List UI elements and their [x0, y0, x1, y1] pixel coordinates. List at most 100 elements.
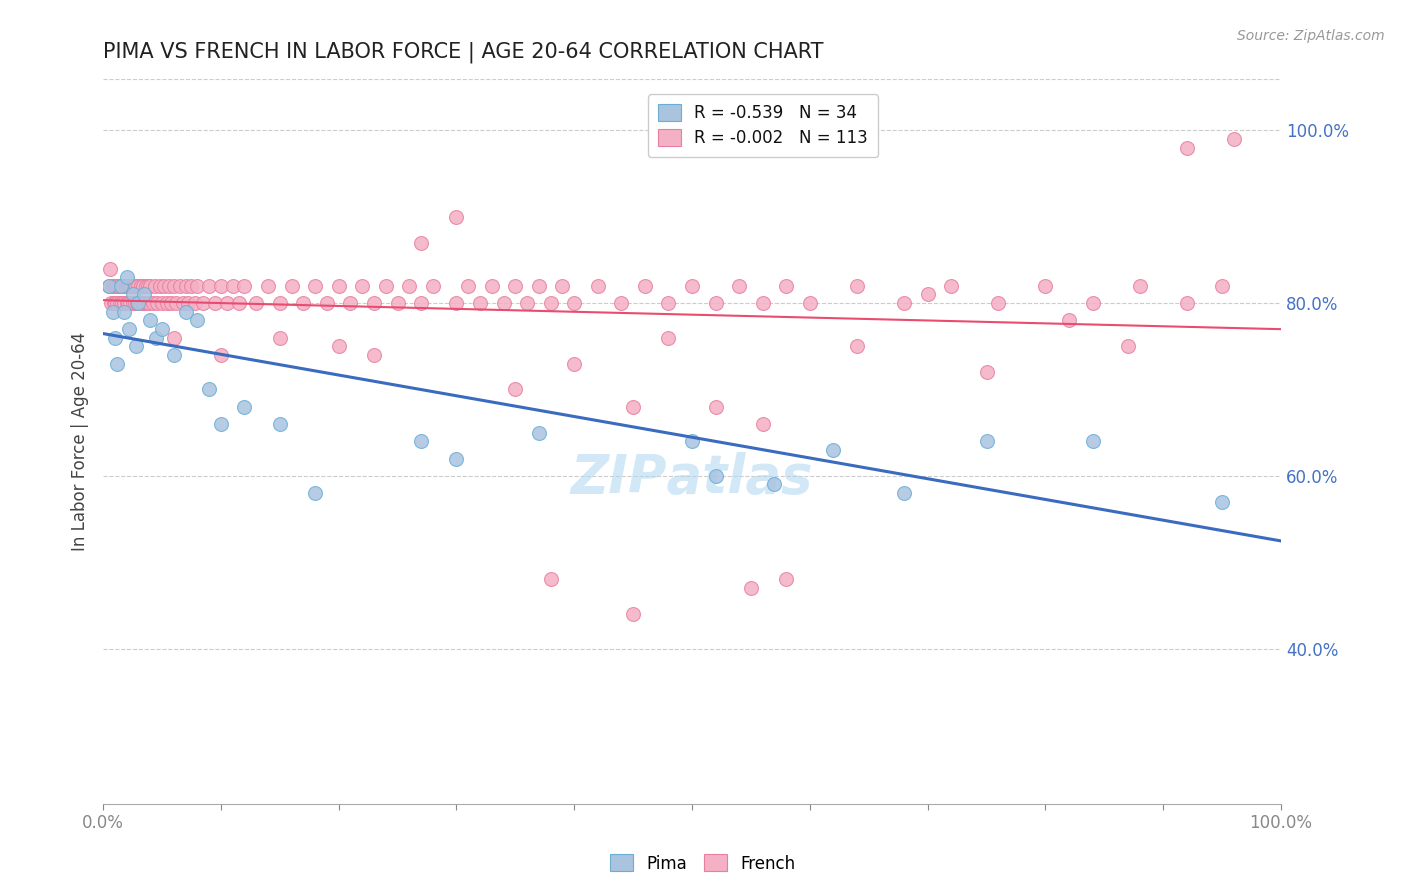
- Point: [492, 296, 515, 310]
- Point: [893, 296, 915, 310]
- Point: [1081, 296, 1104, 310]
- Point: [269, 417, 291, 431]
- Point: [1081, 434, 1104, 449]
- Point: [292, 296, 315, 310]
- Point: [150, 296, 173, 310]
- Point: [799, 296, 821, 310]
- Point: [1223, 132, 1246, 146]
- Text: PIMA VS FRENCH IN LABOR FORCE | AGE 20-64 CORRELATION CHART: PIMA VS FRENCH IN LABOR FORCE | AGE 20-6…: [103, 42, 824, 63]
- Point: [145, 331, 167, 345]
- Point: [198, 278, 221, 293]
- Y-axis label: In Labor Force | Age 20-64: In Labor Force | Age 20-64: [72, 332, 89, 551]
- Point: [233, 278, 256, 293]
- Point: [160, 296, 183, 310]
- Point: [215, 296, 238, 310]
- Point: [304, 278, 326, 293]
- Point: [103, 296, 125, 310]
- Point: [976, 434, 998, 449]
- Point: [186, 278, 208, 293]
- Point: [209, 417, 232, 431]
- Point: [108, 296, 131, 310]
- Point: [422, 278, 444, 293]
- Point: [128, 296, 150, 310]
- Point: [1057, 313, 1080, 327]
- Point: [269, 331, 291, 345]
- Point: [704, 468, 727, 483]
- Point: [169, 278, 191, 293]
- Point: [233, 400, 256, 414]
- Point: [845, 339, 868, 353]
- Point: [104, 278, 127, 293]
- Point: [209, 348, 232, 362]
- Point: [621, 400, 644, 414]
- Point: [304, 486, 326, 500]
- Point: [120, 278, 142, 293]
- Point: [374, 278, 396, 293]
- Text: ZIP​atlas: ZIP​atlas: [571, 451, 813, 504]
- Legend: Pima, French: Pima, French: [603, 847, 803, 880]
- Point: [634, 278, 657, 293]
- Point: [728, 278, 751, 293]
- Point: [1211, 494, 1233, 508]
- Point: [112, 278, 135, 293]
- Point: [165, 296, 187, 310]
- Point: [132, 278, 155, 293]
- Point: [131, 296, 153, 310]
- Point: [125, 339, 148, 353]
- Point: [363, 348, 385, 362]
- Point: [118, 278, 141, 293]
- Point: [352, 278, 374, 293]
- Point: [339, 296, 361, 310]
- Point: [941, 278, 963, 293]
- Point: [527, 425, 550, 440]
- Point: [98, 278, 121, 293]
- Point: [163, 331, 186, 345]
- Point: [120, 296, 142, 310]
- Point: [269, 296, 291, 310]
- Point: [150, 322, 173, 336]
- Point: [398, 278, 420, 293]
- Point: [125, 278, 148, 293]
- Point: [105, 357, 128, 371]
- Point: [1211, 278, 1233, 293]
- Point: [610, 296, 633, 310]
- Point: [775, 278, 797, 293]
- Point: [121, 296, 143, 310]
- Point: [174, 305, 197, 319]
- Point: [157, 278, 180, 293]
- Point: [127, 296, 149, 310]
- Point: [751, 296, 773, 310]
- Point: [657, 331, 679, 345]
- Point: [153, 278, 176, 293]
- Point: [186, 313, 208, 327]
- Point: [387, 296, 409, 310]
- Point: [411, 296, 433, 310]
- Point: [221, 278, 243, 293]
- Point: [142, 296, 165, 310]
- Point: [115, 278, 138, 293]
- Point: [177, 296, 200, 310]
- Point: [681, 434, 703, 449]
- Point: [146, 296, 169, 310]
- Point: [763, 477, 786, 491]
- Point: [446, 210, 468, 224]
- Point: [122, 278, 145, 293]
- Point: [112, 296, 135, 310]
- Point: [316, 296, 339, 310]
- Text: Source: ZipAtlas.com: Source: ZipAtlas.com: [1237, 29, 1385, 43]
- Point: [149, 278, 172, 293]
- Point: [105, 278, 128, 293]
- Point: [101, 305, 124, 319]
- Point: [657, 296, 679, 310]
- Point: [328, 339, 350, 353]
- Point: [138, 296, 160, 310]
- Point: [551, 278, 574, 293]
- Legend: R = -0.539   N = 34, R = -0.002   N = 113: R = -0.539 N = 34, R = -0.002 N = 113: [648, 95, 877, 157]
- Point: [110, 278, 132, 293]
- Point: [114, 278, 136, 293]
- Point: [136, 278, 159, 293]
- Point: [135, 296, 157, 310]
- Point: [117, 296, 139, 310]
- Point: [139, 278, 162, 293]
- Point: [135, 278, 157, 293]
